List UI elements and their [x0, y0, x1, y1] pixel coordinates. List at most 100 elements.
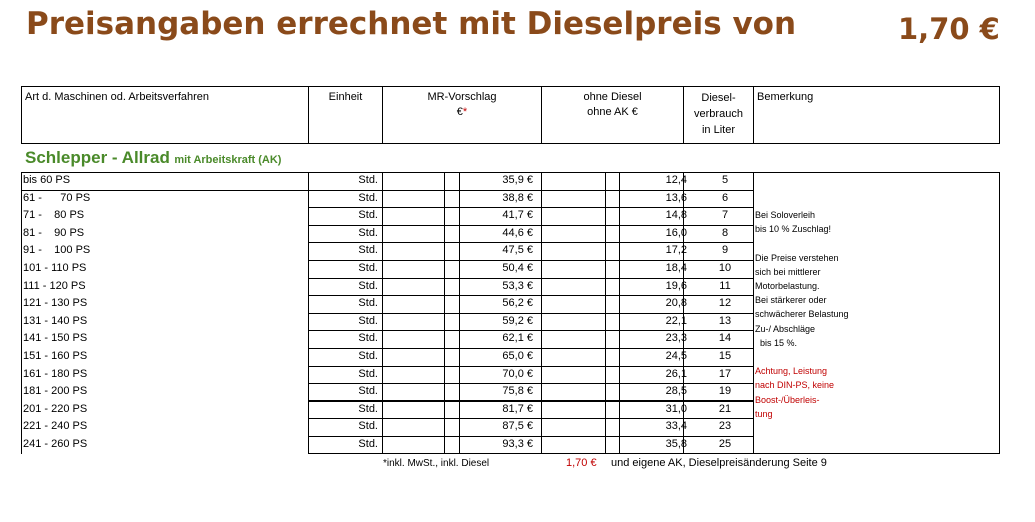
- remark-line: Achtung, Leistung: [755, 366, 828, 377]
- row-unit: Std.: [358, 244, 378, 257]
- section-title: Schlepper - Allrad: [25, 148, 170, 167]
- header-mr-line1: MR-Vorschlag: [427, 91, 497, 103]
- row-unit: Std.: [358, 332, 378, 345]
- row-label: 121 - 130 PS: [23, 297, 88, 310]
- header-ohne-line2: ohne AK €: [587, 106, 638, 118]
- grid-line: [308, 348, 753, 349]
- grid-line: [21, 189, 753, 191]
- header-mr: MR-Vorschlag €*: [383, 87, 542, 143]
- grid-line: [308, 242, 753, 244]
- row-unit: Std.: [358, 314, 378, 327]
- row-mr-price: 59,2 €: [502, 314, 533, 327]
- table-row: 111 - 120 PS Std. 53,3 € 19,6 11: [21, 278, 753, 295]
- row-ohne-diesel: 13,6: [665, 191, 687, 204]
- row-label: 71 - 80 PS: [23, 209, 85, 222]
- grid-line: [21, 172, 22, 454]
- table-row: 201 - 220 PS Std. 81,7 € 31,0 21: [21, 401, 753, 418]
- header-diesel: Diesel- verbrauch in Liter: [684, 87, 754, 143]
- row-unit: Std.: [358, 262, 378, 274]
- header-ohne-line1: ohne Diesel: [583, 91, 642, 103]
- page-title: Preisangaben errechnet mit Dieselpreis v…: [26, 6, 797, 42]
- grid-line: [308, 295, 753, 297]
- row-liter: 6: [721, 191, 729, 204]
- row-ohne-diesel: 16,0: [665, 226, 687, 239]
- grid-line: [308, 436, 753, 437]
- header-mr-euro: €: [456, 106, 463, 118]
- footer-price: 1,70 €: [566, 457, 597, 469]
- row-label: 221 - 240 PS: [23, 420, 88, 433]
- grid-line: [308, 207, 753, 209]
- row-liter: 9: [721, 244, 729, 257]
- remark-line: bis 10 % Zuschlag!: [755, 224, 832, 235]
- section-subtitle: mit Arbeitskraft (AK): [174, 154, 282, 166]
- remark-line: Boost-/Überleis-: [755, 394, 820, 405]
- header-remark: Bemerkung: [757, 91, 814, 103]
- row-unit: Std.: [358, 420, 378, 433]
- grid-line: [308, 260, 753, 261]
- row-mr-price: 38,8 €: [502, 191, 533, 204]
- row-unit: Std.: [358, 226, 378, 239]
- row-unit: Std.: [358, 279, 378, 292]
- row-unit: Std.: [358, 191, 378, 204]
- remark-line: tung: [755, 408, 773, 419]
- row-liter: 10: [718, 262, 732, 274]
- grid-line: [308, 312, 753, 314]
- table-row: 131 - 140 PS Std. 59,2 € 22,1 13: [21, 313, 753, 330]
- row-mr-price: 75,8 €: [502, 385, 533, 398]
- header-machine: Art d. Maschinen od. Arbeitsverfahren: [22, 87, 309, 143]
- row-unit: Std.: [358, 209, 378, 222]
- row-mr-price: 62,1 €: [502, 332, 533, 345]
- grid-line: [308, 224, 753, 226]
- table-row: 101 - 110 PS Std. 50,4 € 18,4 10: [21, 260, 753, 277]
- row-ohne-diesel: 20,8: [665, 297, 687, 310]
- row-liter: 17: [718, 367, 732, 380]
- row-mr-price: 93,3 €: [502, 438, 533, 450]
- row-label: 91 - 100 PS: [23, 244, 91, 257]
- row-ohne-diesel: 26,1: [665, 367, 687, 380]
- row-ohne-diesel: 12,4: [665, 174, 687, 186]
- remark-line: Bei stärkerer oder: [755, 295, 827, 306]
- grid-line: [753, 453, 1000, 454]
- header-ohne: ohne Diesel ohne AK €: [542, 87, 684, 143]
- header-diesel-line1: Diesel-: [701, 92, 736, 104]
- remark-line: bis 15 %.: [755, 337, 798, 348]
- remark-line: Die Preise verstehen: [755, 252, 839, 263]
- row-ohne-diesel: 23,3: [665, 332, 687, 345]
- row-ohne-diesel: 19,6: [665, 279, 687, 292]
- remark-line: nach DIN-PS, keine: [755, 380, 835, 391]
- row-label: 131 - 140 PS: [23, 314, 88, 327]
- row-label: 101 - 110 PS: [23, 262, 87, 274]
- row-label: bis 60 PS: [23, 174, 71, 186]
- row-liter: 15: [718, 350, 732, 362]
- row-ohne-diesel: 22,1: [665, 314, 687, 327]
- table-row: 71 - 80 PS Std. 41,7 € 14,8 7: [21, 207, 753, 224]
- row-mr-price: 56,2 €: [502, 297, 533, 310]
- row-mr-price: 35,9 €: [502, 174, 533, 186]
- diesel-price: 1,70 €: [898, 12, 1000, 46]
- row-label: 141 - 150 PS: [23, 332, 88, 345]
- row-label: 61 - 70 PS: [23, 191, 91, 204]
- row-ohne-diesel: 18,4: [665, 262, 687, 274]
- row-ohne-diesel: 33,4: [665, 420, 687, 433]
- remark-line: sich bei mittlerer: [755, 266, 821, 277]
- row-liter: 21: [718, 402, 732, 415]
- row-liter: 12: [718, 297, 732, 310]
- row-liter: 5: [721, 174, 729, 186]
- row-mr-price: 50,4 €: [502, 262, 533, 274]
- section-heading: Schlepper - Allrad mit Arbeitskraft (AK): [25, 148, 281, 168]
- grid-line: [999, 172, 1000, 454]
- row-mr-price: 47,5 €: [502, 244, 533, 257]
- table-row: 161 - 180 PS Std. 70,0 € 26,1 17: [21, 366, 753, 383]
- row-mr-price: 53,3 €: [502, 279, 533, 292]
- row-mr-price: 41,7 €: [502, 209, 533, 222]
- row-liter: 14: [718, 332, 732, 345]
- table-row: 221 - 240 PS Std. 87,5 € 33,4 23: [21, 418, 753, 435]
- remark-line: schwächerer Belastung: [755, 309, 849, 320]
- row-liter: 25: [718, 438, 732, 450]
- remark-line: Motorbelastung.: [755, 281, 820, 291]
- row-mr-price: 81,7 €: [502, 402, 533, 415]
- row-mr-price: 65,0 €: [502, 350, 533, 362]
- row-mr-price: 70,0 €: [502, 367, 533, 380]
- row-ohne-diesel: 28,5: [665, 385, 687, 398]
- grid-line: [308, 418, 753, 420]
